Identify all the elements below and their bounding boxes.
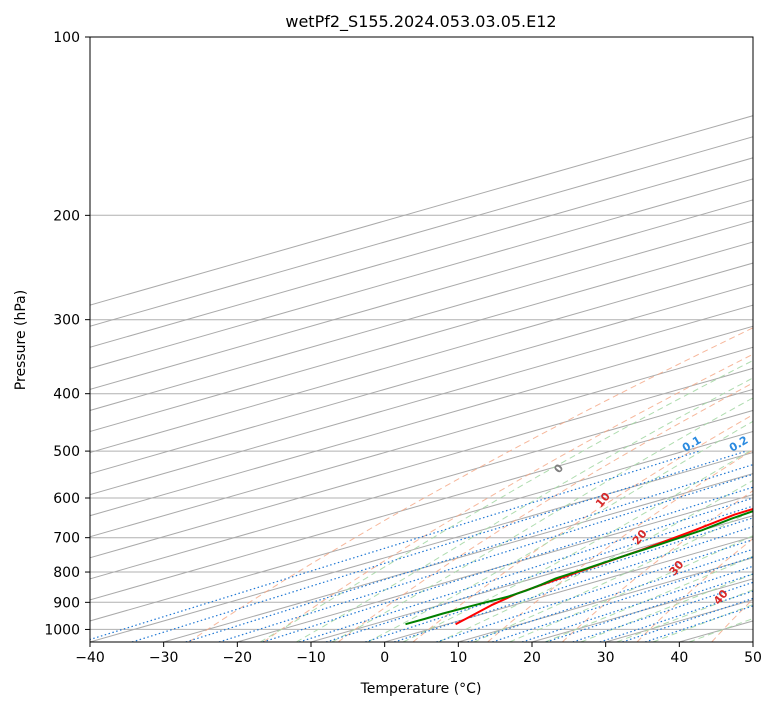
x-tick-label: 0	[380, 650, 389, 666]
mixing-ratio-line	[262, 486, 753, 642]
isotherm-line	[384, 536, 753, 642]
mixing-ratio-line	[325, 505, 753, 642]
y-tick-label: 800	[53, 565, 80, 581]
isotherm-line	[90, 430, 753, 622]
mixing-ratio-line	[622, 597, 753, 642]
plot-frame	[89, 36, 754, 643]
x-tick-label: 20	[523, 650, 541, 666]
isotherm-line	[90, 199, 753, 390]
mixing-ratio-line	[185, 463, 753, 642]
y-axis-label: Pressure (hPa)	[13, 290, 29, 390]
isotherm-line	[90, 136, 753, 327]
moist-adiabat-line	[580, 573, 753, 642]
isotherm-line	[90, 178, 753, 369]
y-tick-label: 400	[53, 387, 80, 403]
isotherm-line	[90, 304, 753, 496]
isotherm-line	[90, 452, 753, 642]
mixing-ratio-line	[299, 497, 753, 642]
y-tick-label: 600	[53, 491, 80, 507]
dewpoint-profile	[405, 510, 753, 626]
y-tick-label: 200	[53, 208, 80, 224]
mixing-ratio-line	[572, 581, 753, 642]
isotherm-line	[90, 409, 753, 601]
moist-adiabat-line	[259, 359, 753, 642]
x-tick-label: −20	[223, 650, 253, 666]
mixing-ratio-line	[645, 605, 753, 642]
y-tick-label: 300	[53, 313, 80, 329]
mixing-ratio-line	[131, 450, 747, 642]
x-tick-label: 30	[597, 650, 615, 666]
isotherm-line	[90, 262, 753, 454]
grid-layer	[90, 37, 753, 642]
isotherm-line	[90, 388, 753, 580]
isotherm-line	[237, 494, 753, 642]
isotherm-line	[90, 283, 753, 475]
y-tick-label: 100	[53, 30, 80, 46]
isotherm-line	[90, 241, 753, 432]
y-tick-label: 500	[53, 444, 80, 460]
isotherm-line	[90, 115, 753, 306]
isotherm-line	[90, 220, 753, 411]
x-tick-label: 50	[744, 650, 762, 666]
mixing-ratio-line	[365, 517, 753, 642]
isotherm-line	[163, 473, 753, 642]
x-axis-label: Temperature (°C)	[360, 681, 482, 697]
mixing-ratio-line	[599, 590, 753, 642]
moist-adiabat-line	[473, 509, 753, 642]
x-tick-label: −30	[149, 650, 179, 666]
chart-title: wetPf2_S155.2024.053.03.05.E12	[285, 12, 556, 32]
temperature-profile	[455, 507, 753, 626]
x-tick-label: −40	[75, 650, 105, 666]
dry-adiabat-line	[263, 353, 753, 642]
tick-layer: −40 −30 −20 −10 0 10 20 30 40 50 100 200 300 400 500 60…	[44, 30, 762, 666]
isotherm-line	[90, 157, 753, 348]
moist-adiabat-line	[402, 448, 753, 642]
data-layer	[405, 507, 753, 626]
moist-adiabat-line	[331, 397, 753, 642]
y-tick-label: 700	[53, 531, 80, 547]
isotherm-line	[90, 367, 753, 559]
y-tick-label: 1000	[44, 622, 80, 638]
x-tick-label: −10	[296, 650, 326, 666]
x-tick-label: 40	[670, 650, 688, 666]
moist-adiabat-line	[367, 420, 753, 642]
isotherm-line	[90, 325, 753, 517]
y-tick-label: 900	[53, 595, 80, 611]
x-tick-label: 10	[449, 650, 467, 666]
